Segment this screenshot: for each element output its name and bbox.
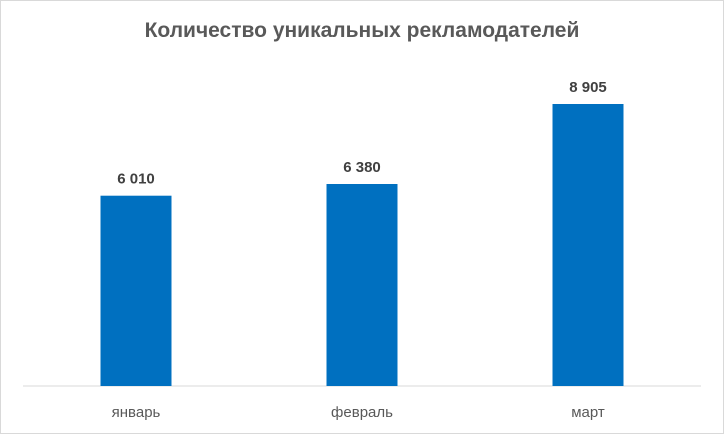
data-label-1: 6 010 — [117, 171, 155, 188]
x-tick-label-1: январь — [112, 404, 161, 421]
bar-3 — [552, 104, 624, 386]
bar-1 — [100, 195, 172, 386]
data-label-3: 8 905 — [569, 79, 607, 96]
x-tick-label-3: март — [571, 404, 605, 421]
data-label-2: 6 380 — [343, 159, 381, 176]
bar-2 — [326, 184, 398, 386]
chart-title: Количество уникальных рекламодателей — [144, 19, 580, 42]
x-tick-label-2: февраль — [331, 404, 393, 421]
